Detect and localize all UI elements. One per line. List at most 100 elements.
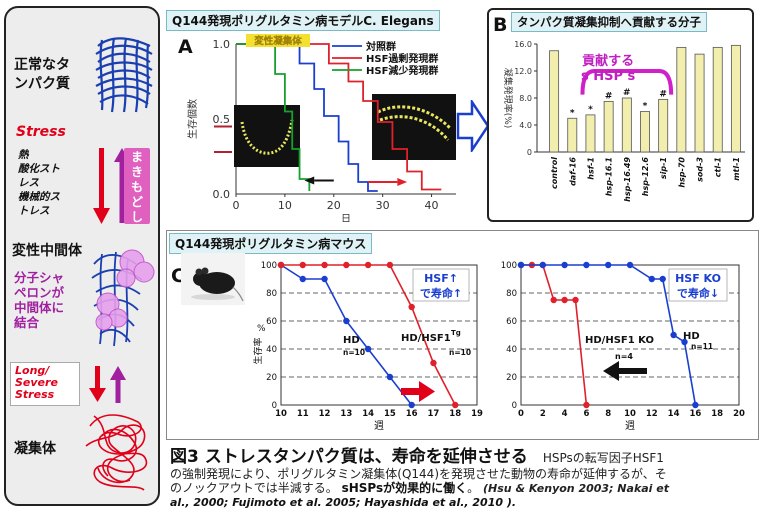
panel-c-right-x-tick: 20 [733, 409, 745, 419]
panel-c-right-series-1-point [561, 261, 568, 269]
panel-c-left-hd-label: HD [343, 335, 360, 346]
long-stress-box: Long/ Severe Stress [10, 362, 80, 406]
panel-c-right-series-1-point [626, 261, 634, 269]
caption-body-line3a: のノックアウトでは半減する。 [170, 481, 338, 495]
rewind-char-5: し [130, 210, 143, 224]
panel-b-letter: B [493, 14, 508, 36]
panel-c-right-series-1-point [539, 261, 546, 269]
panel-c-left-hd-n: n=10 [343, 348, 365, 357]
panel-a-series-1 [236, 43, 442, 191]
panel-c-left-callout-bg [412, 268, 470, 302]
panel-b-bar-0 [549, 50, 560, 153]
panel-c-left-x-tick: 18 [449, 409, 461, 419]
inset-right-worm [377, 105, 452, 141]
panel-b: B タンパク質凝集抑制へ貢献する分子 0 4.0 8.0 12.0 16.0 凝集発現率(… [487, 8, 754, 222]
panel-b-bar-5 [640, 111, 650, 153]
panel-c-right-ko-n: n=4 [615, 352, 633, 361]
panel-a-legend-label-1: HSF過剰発現群 [366, 52, 438, 65]
contributing-label-line1: 貢献する [582, 54, 635, 69]
stress-cause-mechanical-2: トレス [18, 205, 50, 217]
panel-a-series-2 [236, 43, 311, 191]
panel-c-right-callout-line1: HSF KO [675, 272, 721, 285]
panel-c-right-series-0-point [561, 296, 568, 304]
panel-c-right-y-tick: 40 [506, 345, 517, 355]
up-arrow-purple-2 [110, 366, 126, 403]
caption-body-line2: の強制発現により、ポリグルタミン凝集体(Q144)を発現させた動物の寿命が延伸す… [170, 467, 667, 481]
panel-c-left-y-tick: 60 [266, 317, 277, 327]
panel-c-left-series-1-point [452, 401, 459, 409]
contributing-label-line2: s HSP s [581, 69, 636, 84]
normal-protein-line1: 正常なタ [14, 57, 70, 73]
panel-c-right-series-0-point [572, 296, 579, 304]
chaperone-line-4: 結合 [14, 315, 40, 330]
panel-c-left-callout: HSF↑で寿命↑ [412, 268, 470, 302]
panel-c-right-series-1-point [648, 275, 655, 283]
panel-b-bar-9 [712, 46, 723, 153]
panel-b-shsp-bracket [580, 69, 674, 95]
panel-b-y-tick: 0 [527, 148, 532, 157]
panel-b-bar-7 [676, 46, 687, 153]
panel-c-left-series-0-point [343, 317, 350, 325]
panel-c-left-x-label: 週 [374, 420, 384, 432]
panel-c-left-x-tick: 17 [428, 409, 440, 419]
caption-title: 図3 ストレスタンパク質は、寿命を延伸させる [170, 447, 528, 467]
panel-c-left-y-label: 生存率 [252, 337, 264, 364]
panel-b-bar-4 [621, 97, 632, 153]
panel-b-marker-3: # [605, 91, 613, 101]
panel-a-badge-text: 変性凝集体 [254, 35, 302, 47]
inset-right-bg [372, 94, 456, 160]
caption-refs-line1: (Hsu & Kenyon 2003; Nakai et [483, 482, 669, 495]
panel-c-left-red-arrow-shaft [401, 388, 421, 395]
panel-c-left-y-tick: 0 [272, 401, 277, 411]
panel-c-left-x-tick: 15 [384, 409, 396, 419]
panel-c-right-series-1-point [659, 275, 666, 283]
panel-c-left-x-tick: 12 [319, 409, 331, 419]
panel-c-right-series-0-point [550, 296, 557, 304]
rewind-char-1: ま [130, 150, 143, 164]
panel-c-right-hd-n: n=11 [691, 342, 713, 351]
panel-c-right-series-1-point [692, 401, 699, 409]
panel-c-left-series-1-point [343, 261, 350, 269]
aggregate-illustration [85, 414, 148, 491]
panel-c-left-tg-n: n=10 [449, 348, 471, 357]
panel-c-left-y-tick: 20 [266, 373, 277, 383]
panel-c-left-series-0-point [321, 275, 328, 283]
stress-cause-oxidative-2: レス [18, 177, 39, 189]
panel-c-left-series-1-point [408, 303, 415, 311]
panel-c-right-x-tick: 12 [646, 409, 658, 419]
panel-c-left-y-tick: 40 [266, 345, 277, 355]
panel-c-left-x-tick: 13 [340, 409, 352, 419]
long-stress-line-1: Long/ [15, 364, 50, 377]
chaperone-bound-intermediate-illustration [91, 249, 155, 347]
panel-a-x-label: 日 [341, 214, 351, 222]
panel-c-left-percent-sign: % [257, 324, 266, 334]
panel-b-title: タンパク質凝集抑制へ貢献する分子 [511, 12, 707, 32]
panel-c-right-y-tick: 0 [512, 401, 517, 411]
rewind-char-4: ど [130, 195, 143, 209]
stress-label: Stress [16, 124, 66, 140]
contributing-shsps-annotation: 貢献する s HSP s [581, 54, 635, 84]
panel-c-left-y-tick: 100 [261, 261, 277, 271]
normal-protein-label: 正常なタ ンパク質 [14, 56, 94, 94]
stress-cause-heat: 熱 [18, 149, 29, 161]
panel-a-x-tick: 40 [425, 199, 439, 212]
panel-c-left-series-1-point [277, 261, 285, 269]
panel-c-right-series-1-point [583, 261, 590, 269]
panel-a-x-tick: 20 [327, 199, 341, 212]
panel-c-left-series-1-point [299, 261, 306, 269]
panel-a-y-tick: 0.0 [213, 188, 231, 201]
panel-a-badge-bg [246, 34, 310, 47]
panel-b-marker-5: * [643, 102, 648, 112]
panel-c-left-x-tick: 19 [471, 409, 483, 419]
normal-protein-line2: ンパク質 [14, 76, 70, 92]
panel-c-right-x-tick: 6 [583, 409, 589, 419]
chaperone-line-2: ペロンが [14, 285, 65, 300]
panel-c-left-series-1-point [364, 261, 372, 269]
caption-period: 。 [467, 481, 480, 495]
panel-c-left-tg-sup: Tg [451, 329, 461, 337]
down-arrow-red-2 [89, 366, 106, 402]
panel-a-x-tick: 30 [376, 199, 390, 212]
panel-c-right-series-0 [521, 264, 588, 406]
panel-b-bar-6 [658, 98, 669, 153]
